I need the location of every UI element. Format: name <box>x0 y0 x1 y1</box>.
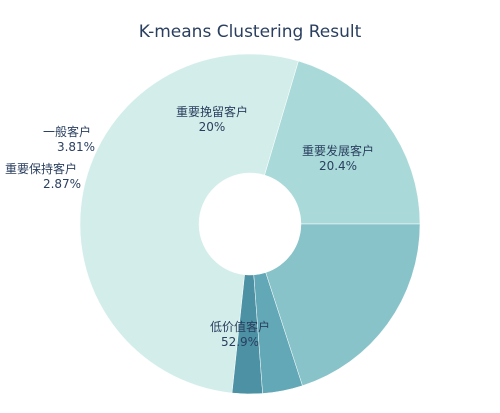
slice-label-2: 重要保持客户 <box>5 161 77 176</box>
slices-group <box>79 53 421 395</box>
slice-4[interactable] <box>265 223 421 387</box>
chart-title: K-means Clustering Result <box>139 22 362 42</box>
slice-percent-1: 52.9% <box>221 335 259 349</box>
slice-label-0: 重要发展客户 <box>302 143 374 158</box>
slice-percent-4: 20% <box>199 120 226 134</box>
slice-percent-0: 20.4% <box>319 159 357 173</box>
slice-label-1: 低价值客户 <box>210 319 270 334</box>
slice-0[interactable] <box>264 60 421 225</box>
slice-1[interactable] <box>79 53 299 394</box>
slice-percent-3: 3.81% <box>57 140 95 154</box>
slice-label-3: 一般客户 <box>43 124 91 139</box>
slice-label-4: 重要挽留客户 <box>176 104 248 119</box>
slice-percent-2: 2.87% <box>43 177 81 191</box>
